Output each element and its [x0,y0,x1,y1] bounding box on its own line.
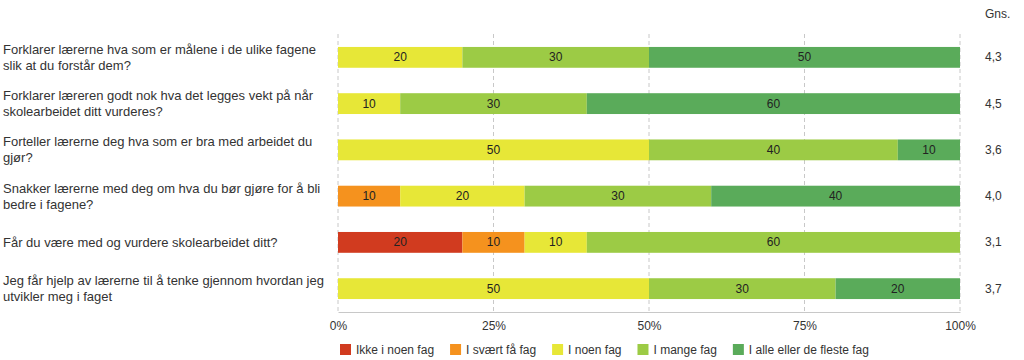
data-label: 30 [736,282,750,296]
bar-segment [525,186,712,207]
data-label: 30 [549,50,563,64]
legend-label: Ikke i noen fag [356,343,434,357]
data-label: 10 [549,235,563,249]
grid-line [649,34,650,312]
tick-label: 25% [482,319,506,333]
legend-swatch [340,344,351,355]
average-value: 3,7 [985,282,1002,296]
bar-segment [898,139,960,160]
bar-segment [649,47,960,68]
legend-item: Ikke i noen fag [340,343,434,357]
bar-segment [338,47,462,68]
data-label: 20 [394,235,408,249]
data-label: 20 [394,50,408,64]
legend-label: I svært få fag [466,343,536,357]
grid-line [960,34,961,312]
data-label: 60 [767,97,781,111]
legend-swatch [637,344,648,355]
data-label: 10 [362,97,376,111]
data-label: 10 [922,143,936,157]
legend-swatch [450,344,461,355]
average-value: 4,0 [985,189,1002,203]
axis-line [339,312,961,313]
data-label: 30 [611,189,625,203]
data-label: 10 [487,235,501,249]
legend-label: I mange fag [653,343,716,357]
tick-label: 50% [637,319,661,333]
legend-item: I noen fag [552,343,621,357]
legend-label: I noen fag [568,343,621,357]
data-label: 20 [456,189,470,203]
category-label: Jeg får hjelp av lærerne til å tenke gje… [3,273,324,304]
average-value: 4,3 [985,50,1002,64]
data-label: 10 [362,189,376,203]
bar-segment [338,232,462,253]
data-label: 50 [487,143,501,157]
bar-segment [338,93,400,114]
data-labels: 20 30 50 10 30 60 50 40 10 10 20 30 40 20 10 10 60 50 30 20 [362,50,935,295]
average-value: 3,6 [985,143,1002,157]
bar-segment [462,47,649,68]
legend-item: I alle eller de fleste fag [733,343,869,357]
average-value: 4,5 [985,97,1002,111]
bar-segment [836,278,960,299]
legend-item: I svært få fag [450,343,536,357]
bar-segment [462,232,524,253]
legend-swatch [733,344,744,355]
grid-line [493,34,494,312]
tick-label: 100% [945,319,976,333]
grid [338,34,960,312]
legend-swatch [552,344,563,355]
bar-segment [711,186,960,207]
bar-segment [338,139,649,160]
grid-line [804,34,805,312]
tick: 50% [637,312,661,333]
bar-segment [587,232,960,253]
grid-line [338,34,339,312]
bar-segment [649,278,836,299]
average-value: 3,1 [985,235,1002,249]
category-labels: Forklarer lærerne hva som er målene i de… [3,42,324,304]
bar-segment [400,93,587,114]
x-axis: 0% 25% 50% 75% 100% [330,312,976,333]
bar-segment [400,186,524,207]
data-label: 20 [891,282,905,296]
data-label: 40 [767,143,781,157]
bar-segment [525,232,587,253]
data-label: 50 [487,282,501,296]
bar-segment [338,186,400,207]
tick: 100% [945,312,976,333]
averages: Gns. 4,3 4,5 3,6 4,0 3,1 3,7 [985,7,1010,296]
category-label: Forklarer læreren godt nok hva det legge… [3,88,314,119]
tick: 75% [793,312,817,333]
bar-segment [338,278,649,299]
legend-label: I alle eller de fleste fag [749,343,869,357]
data-label: 40 [829,189,843,203]
legend-item: I mange fag [637,343,716,357]
data-label: 30 [487,97,501,111]
category-label: Snakker lærerne med deg om hva du bør gj… [3,181,320,212]
tick: 25% [482,312,506,333]
tick-label: 0% [330,319,348,333]
bar-segment [649,139,898,160]
tick-label: 75% [793,319,817,333]
tick: 0% [330,312,348,333]
bars [338,47,960,299]
data-label: 60 [767,235,781,249]
legend: Ikke i noen fag I svært få fag I noen fag I… [340,343,869,357]
chart: 2030501030605040101020304020101060503020… [0,0,1024,360]
data-label: 50 [798,50,812,64]
bar-segment [587,93,960,114]
category-label: Får du være med og vurdere skolearbeidet… [3,235,278,250]
category-label: Forklarer lærerne hva som er målene i de… [3,42,316,73]
category-label: Forteller lærerne deg hva som er bra med… [3,134,312,165]
averages-title: Gns. [985,7,1010,21]
